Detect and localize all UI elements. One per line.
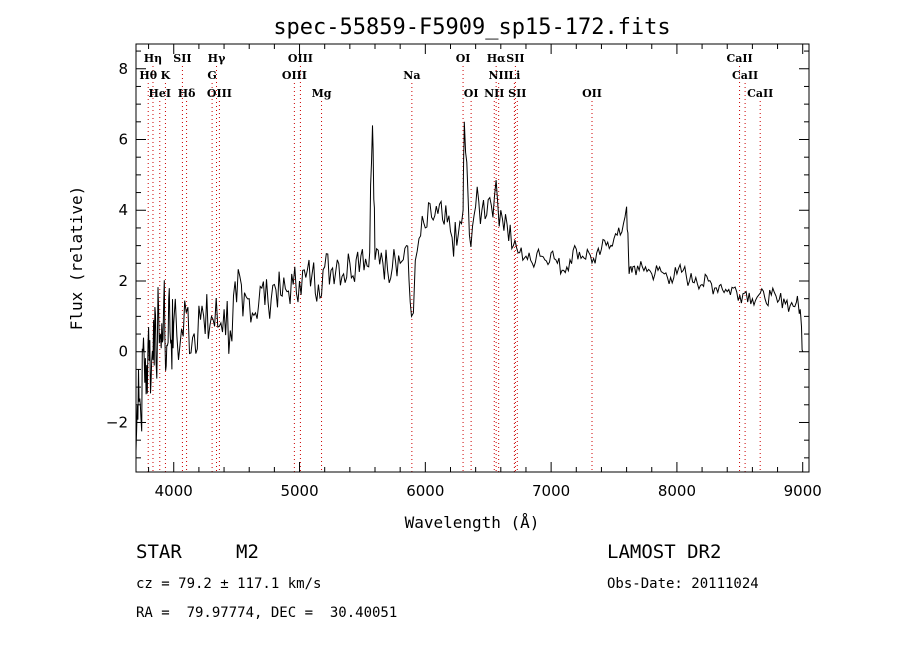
x-axis-label: Wavelength (Å): [405, 513, 540, 532]
line-marker-label: CaII: [726, 52, 752, 65]
line-marker-label: NII: [484, 87, 504, 100]
y-tick-label: 6: [118, 131, 128, 149]
line-marker-label: OIII: [207, 87, 232, 100]
x-tick-label: 9000: [784, 482, 822, 500]
axis-ticks: 4000 5000 6000 7000 8000 9000 −2 0 2 4 6 8: [106, 44, 822, 500]
x-tick-label: 6000: [406, 482, 444, 500]
line-marker-label: Hγ: [208, 52, 226, 65]
line-marker-label: Li: [508, 69, 520, 82]
y-tick-label: 2: [118, 272, 128, 290]
spectrum-line: [135, 121, 804, 451]
object-class: STAR: [136, 541, 182, 563]
y-tick-label: −2: [106, 413, 128, 431]
line-marker-label: G: [207, 69, 216, 82]
line-marker-label: Hδ: [178, 87, 196, 100]
line-marker-label: OIII: [288, 52, 313, 65]
line-marker-label: SII: [508, 87, 526, 100]
y-tick-label: 8: [118, 60, 128, 78]
line-marker-label: Mg: [312, 87, 332, 100]
line-marker-label: Na: [403, 69, 420, 82]
x-tick-label: 5000: [280, 482, 318, 500]
chart-title: spec-55859-F5909_sp15-172.fits: [273, 15, 670, 40]
line-marker-label: Hθ: [139, 69, 157, 82]
line-marker-label: Hα: [487, 52, 506, 65]
x-tick-label: 4000: [155, 482, 193, 500]
x-tick-label: 7000: [532, 482, 570, 500]
x-tick-label: 8000: [658, 482, 696, 500]
line-marker-label: SII: [173, 52, 191, 65]
line-marker-label: CaII: [747, 87, 773, 100]
y-axis-label: Flux (relative): [67, 186, 86, 331]
line-marker-label: HeI: [149, 87, 172, 100]
coordinates: RA = 79.97774, DEC = 30.40051: [136, 605, 398, 621]
line-marker-label: NII: [488, 69, 508, 82]
line-marker-label: OI: [456, 52, 471, 65]
line-marker-label: CaII: [732, 69, 758, 82]
line-marker-label: OII: [582, 87, 602, 100]
line-marker-label: OI: [464, 87, 479, 100]
object-subclass: M2: [236, 541, 259, 563]
line-marker-label: SII: [506, 52, 524, 65]
plot-frame: [135, 43, 810, 473]
line-marker-label: Hη: [144, 52, 162, 65]
survey-name: LAMOST DR2: [607, 541, 722, 563]
line-marker-label: K: [161, 69, 171, 82]
y-tick-label: 4: [118, 201, 128, 219]
y-tick-label: 0: [118, 343, 128, 361]
redshift-value: cz = 79.2 ± 117.1 km/s: [136, 576, 322, 592]
observation-date: Obs-Date: 20111024: [607, 576, 759, 592]
line-marker-label: OIII: [282, 69, 307, 82]
